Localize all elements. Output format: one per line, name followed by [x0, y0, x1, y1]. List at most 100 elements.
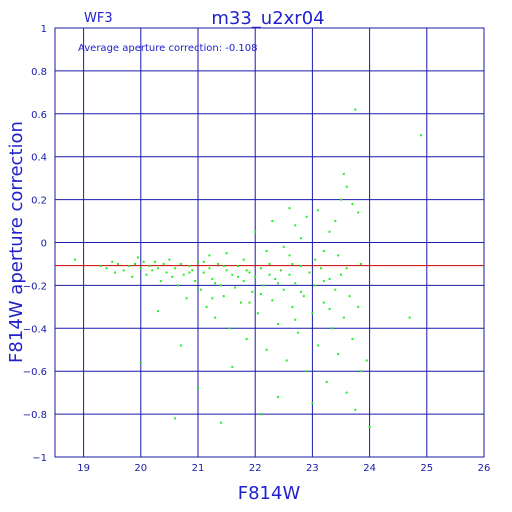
data-point — [116, 262, 119, 265]
x-axis-label: F814W — [238, 483, 301, 504]
x-tick-label: 25 — [420, 463, 433, 474]
data-point — [345, 267, 348, 270]
data-point — [274, 277, 277, 280]
y-tick-label: −0.6 — [23, 367, 47, 378]
data-point — [159, 280, 162, 283]
data-point — [299, 290, 302, 293]
y-tick-label: 1 — [41, 24, 47, 35]
y-tick-label: 0.2 — [31, 196, 47, 207]
data-point — [217, 262, 220, 265]
y-tick-label: 0.8 — [31, 67, 47, 78]
data-point — [142, 260, 145, 263]
data-point — [271, 220, 274, 223]
data-point — [277, 282, 280, 285]
data-point — [162, 262, 165, 265]
y-tick-label: −0.4 — [23, 324, 47, 335]
chip-label: WF3 — [84, 11, 113, 26]
data-point — [351, 202, 354, 205]
data-point — [185, 297, 188, 300]
data-point — [282, 245, 285, 248]
data-point — [365, 359, 368, 362]
average-annotation: Average aperture correction: -0.108 — [78, 43, 258, 54]
data-point — [257, 312, 260, 315]
data-point — [139, 267, 142, 270]
y-axis-label: F814W aperture correction — [6, 121, 27, 363]
data-point — [222, 295, 225, 298]
data-point — [114, 271, 117, 274]
data-point — [179, 344, 182, 347]
data-point — [228, 327, 231, 330]
chart-title: m33_u2xr04 — [211, 8, 324, 29]
data-point — [225, 269, 228, 272]
x-tick-label: 19 — [77, 463, 90, 474]
data-point — [214, 282, 217, 285]
data-point — [171, 275, 174, 278]
data-point — [128, 265, 131, 268]
data-point — [314, 258, 317, 261]
data-point — [168, 258, 171, 261]
data-point — [331, 327, 334, 330]
data-point — [271, 299, 274, 302]
data-point — [322, 280, 325, 283]
data-point — [291, 305, 294, 308]
data-point — [265, 348, 268, 351]
data-point — [174, 417, 177, 420]
data-point — [219, 284, 222, 287]
data-point — [348, 295, 351, 298]
data-point — [277, 323, 280, 326]
data-point — [302, 295, 305, 298]
data-point — [294, 318, 297, 321]
axis-ticks: 19 20 21 22 23 24 25 26 −1 −0.8 −0.6 −0.4 −0.2 0 0.2 0.… — [23, 24, 491, 474]
data-point — [194, 280, 197, 283]
data-point — [188, 265, 191, 268]
x-tick-label: 24 — [363, 463, 376, 474]
data-point — [105, 267, 108, 270]
plot-grid — [54, 27, 485, 458]
data-point — [322, 301, 325, 304]
data-point — [199, 288, 202, 291]
data-point — [357, 211, 360, 214]
data-point — [340, 273, 342, 276]
data-point — [420, 134, 423, 137]
data-points — [74, 108, 423, 428]
data-point — [239, 301, 242, 304]
data-point — [248, 271, 251, 274]
data-point — [208, 254, 211, 257]
data-point — [148, 265, 151, 268]
data-point — [268, 273, 271, 276]
data-point — [248, 301, 251, 304]
data-point — [99, 265, 102, 268]
y-tick-label: 0.4 — [31, 153, 47, 164]
data-point — [305, 370, 308, 373]
data-point — [111, 260, 114, 263]
data-point — [314, 284, 317, 287]
data-point — [156, 310, 159, 313]
data-point — [294, 282, 297, 285]
data-point — [268, 262, 271, 265]
data-point — [245, 338, 248, 341]
data-point — [156, 267, 159, 270]
x-tick-label: 26 — [478, 463, 491, 474]
data-point — [345, 185, 348, 188]
data-point — [259, 267, 262, 270]
y-tick-label: 0 — [41, 239, 47, 250]
data-point — [334, 288, 337, 291]
data-point — [237, 265, 240, 268]
data-point — [328, 277, 331, 280]
data-point — [351, 338, 354, 341]
data-point — [74, 258, 77, 261]
data-point — [317, 209, 320, 212]
data-point — [151, 269, 154, 272]
data-point — [325, 380, 328, 383]
y-tick-label: −0.8 — [23, 410, 47, 421]
data-point — [242, 280, 245, 283]
data-point — [360, 262, 363, 265]
data-point — [219, 421, 222, 424]
data-point — [205, 305, 208, 308]
data-point — [174, 267, 177, 270]
data-point — [197, 387, 199, 390]
data-point — [134, 262, 137, 265]
data-point — [225, 252, 228, 255]
data-point — [354, 108, 357, 111]
